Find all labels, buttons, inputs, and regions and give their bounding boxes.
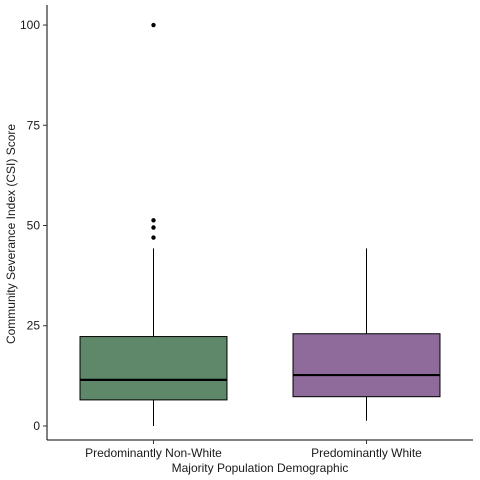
outlier-point [151, 235, 156, 240]
y-axis: 0 25 50 75 100 [20, 5, 48, 440]
x-tick-label: Predominantly Non-White [85, 446, 222, 460]
outlier-point [151, 218, 156, 223]
iqr-box [79, 336, 228, 401]
y-tick-label: 75 [27, 118, 41, 132]
x-axis: Predominantly Non-White Predominantly Whi… [47, 439, 473, 460]
y-axis-title: Community Severance Index (CSI) Score [4, 124, 18, 344]
box-group [79, 22, 228, 426]
y-tick-label: 50 [27, 219, 41, 233]
x-axis-title: Majority Population Demographic [172, 461, 349, 475]
box-group [292, 248, 441, 421]
x-tick-label: Predominantly White [311, 446, 422, 460]
plot-area [79, 22, 441, 426]
y-tick-label: 25 [27, 319, 41, 333]
iqr-box [292, 333, 441, 398]
outlier-point [151, 225, 156, 230]
outlier-point [151, 22, 156, 28]
y-tick-label: 100 [20, 18, 40, 32]
y-tick-label: 0 [33, 419, 40, 433]
